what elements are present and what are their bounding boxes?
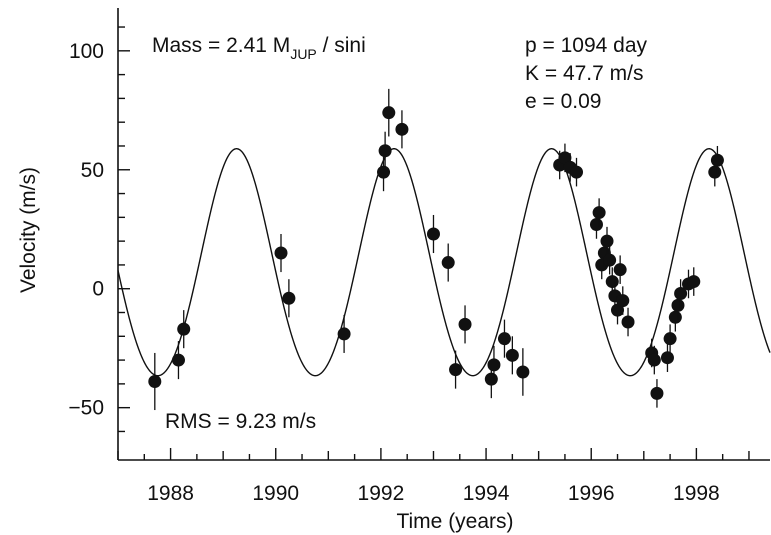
period-annotation: p = 1094 day xyxy=(525,34,648,57)
y-tick-label: 100 xyxy=(69,40,104,63)
data-point xyxy=(600,234,614,248)
data-point xyxy=(171,353,185,367)
data-point xyxy=(497,332,511,346)
data-point xyxy=(148,374,162,388)
data-point xyxy=(668,310,682,324)
data-point xyxy=(589,217,603,231)
data-point xyxy=(441,256,455,270)
data-point xyxy=(487,358,501,372)
mass-annotation: Mass = 2.41 MJUP / sini xyxy=(152,34,366,62)
data-point xyxy=(570,165,584,179)
data-point xyxy=(663,332,677,346)
data-point xyxy=(458,317,472,331)
x-tick-label: 1990 xyxy=(252,482,299,505)
y-tick-label: 0 xyxy=(92,278,104,301)
rms-annotation: RMS = 9.23 m/s xyxy=(165,410,316,433)
orbit-fit-curve xyxy=(117,148,771,377)
data-point xyxy=(660,351,674,365)
data-point xyxy=(647,353,661,367)
x-tick-label: 1996 xyxy=(568,482,615,505)
data-point xyxy=(377,165,391,179)
mass-prefix: Mass = 2.41 M xyxy=(152,34,290,57)
data-point xyxy=(558,151,572,165)
data-point xyxy=(671,298,685,312)
x-tick-label: 1992 xyxy=(358,482,405,505)
data-point xyxy=(603,253,617,267)
data-point xyxy=(674,286,688,300)
data-point xyxy=(516,365,530,379)
data-point xyxy=(177,322,191,336)
data-point xyxy=(395,122,409,136)
data-point xyxy=(592,206,606,220)
eccentricity-annotation: e = 0.09 xyxy=(525,90,601,113)
data-point xyxy=(650,386,664,400)
y-axis-title: Velocity (m/s) xyxy=(17,167,40,293)
data-point xyxy=(337,327,351,341)
y-tick-label: −50 xyxy=(68,397,104,420)
amplitude-annotation: K = 47.7 m/s xyxy=(525,62,643,85)
data-point xyxy=(708,165,722,179)
x-tick-label: 1994 xyxy=(463,482,510,505)
data-point xyxy=(282,291,296,305)
y-tick-label: 50 xyxy=(81,159,104,182)
axes-layer: −50 0 50 100 1988 1990 1992 1994 1996 1998 xyxy=(68,8,770,505)
data-point xyxy=(449,363,463,377)
data-point xyxy=(605,275,619,289)
data-point xyxy=(505,348,519,362)
x-tick-label: 1998 xyxy=(673,482,720,505)
data-point xyxy=(687,275,701,289)
data-point xyxy=(611,303,625,317)
data-point xyxy=(274,246,288,260)
x-tick-label: 1988 xyxy=(147,482,194,505)
data-point xyxy=(613,263,627,277)
x-axis-title: Time (years) xyxy=(396,510,513,533)
data-point xyxy=(710,153,724,167)
data-points xyxy=(148,88,724,411)
mass-subscript: JUP xyxy=(290,46,316,62)
data-point xyxy=(378,144,392,158)
data-point xyxy=(382,106,396,120)
data-point xyxy=(426,227,440,241)
mass-suffix: / sini xyxy=(317,34,366,57)
data-point xyxy=(621,315,635,329)
data-point xyxy=(484,372,498,386)
data-point xyxy=(616,294,630,308)
